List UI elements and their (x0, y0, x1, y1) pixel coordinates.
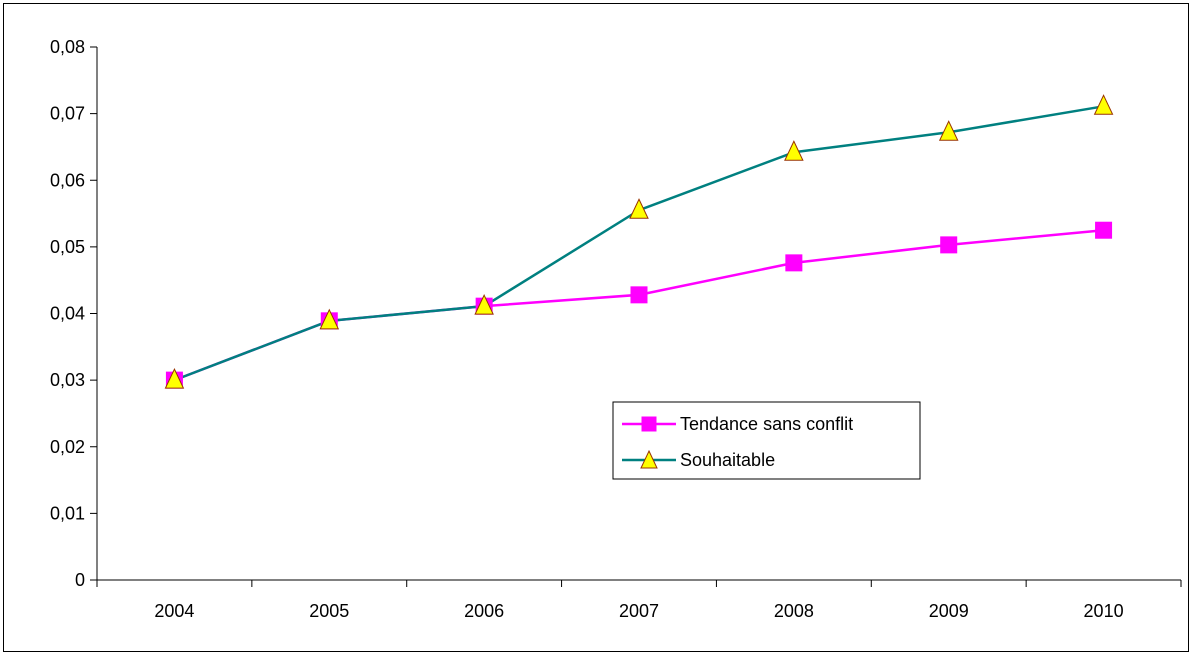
data-point-tendance (1095, 221, 1113, 239)
data-point-souhaitable (474, 294, 494, 315)
x-tick-label: 2004 (154, 601, 194, 621)
legend-label-tendance: Tendance sans conflit (680, 414, 853, 434)
data-point-tendance (630, 286, 648, 304)
y-tick-label: 0,04 (50, 304, 85, 324)
x-tick-label: 2006 (464, 601, 504, 621)
data-point-souhaitable (319, 308, 340, 330)
data-point-souhaitable (784, 140, 804, 161)
legend-box (612, 401, 921, 480)
y-tick-label: 0,02 (50, 437, 85, 457)
line-chart: 0 0,01 0,02 0,03 0,04 0,05 0,06 0,07 0,08 2004 200… (50, 37, 1182, 621)
series-layer (164, 94, 1114, 389)
legend-marker-triangle (640, 449, 658, 469)
x-tick-label: 2008 (774, 601, 814, 621)
data-point-tendance (785, 254, 803, 272)
y-tick-label: 0,08 (50, 37, 85, 57)
series-line-tendance (173, 228, 1104, 382)
y-tick-label: 0 (75, 570, 85, 590)
legend-label-souhaitable: Souhaitable (680, 450, 775, 470)
y-tick-label: 0,06 (50, 170, 85, 190)
x-tick-label: 2009 (929, 601, 969, 621)
data-point-souhaitable (938, 120, 959, 141)
chart-frame: 0 0,01 0,02 0,03 0,04 0,05 0,06 0,07 0,08 2004 200… (3, 3, 1189, 652)
data-point-tendance (940, 236, 958, 254)
x-tick-label: 2007 (619, 601, 659, 621)
x-tick-label: 2010 (1084, 601, 1124, 621)
axes: 0 0,01 0,02 0,03 0,04 0,05 0,06 0,07 0,08 2004 200… (50, 37, 1182, 621)
y-tick-label: 0,03 (50, 370, 85, 390)
data-point-souhaitable (1093, 94, 1114, 115)
legend: Tendance sans conflit Souhaitable (612, 401, 921, 480)
y-tick-label: 0,01 (50, 503, 85, 523)
y-tick-label: 0,05 (50, 237, 85, 257)
y-tick-label: 0,07 (50, 104, 85, 124)
data-point-souhaitable (629, 198, 649, 219)
data-point-souhaitable (164, 367, 185, 389)
legend-marker-square (641, 416, 657, 432)
x-tick-label: 2005 (309, 601, 349, 621)
